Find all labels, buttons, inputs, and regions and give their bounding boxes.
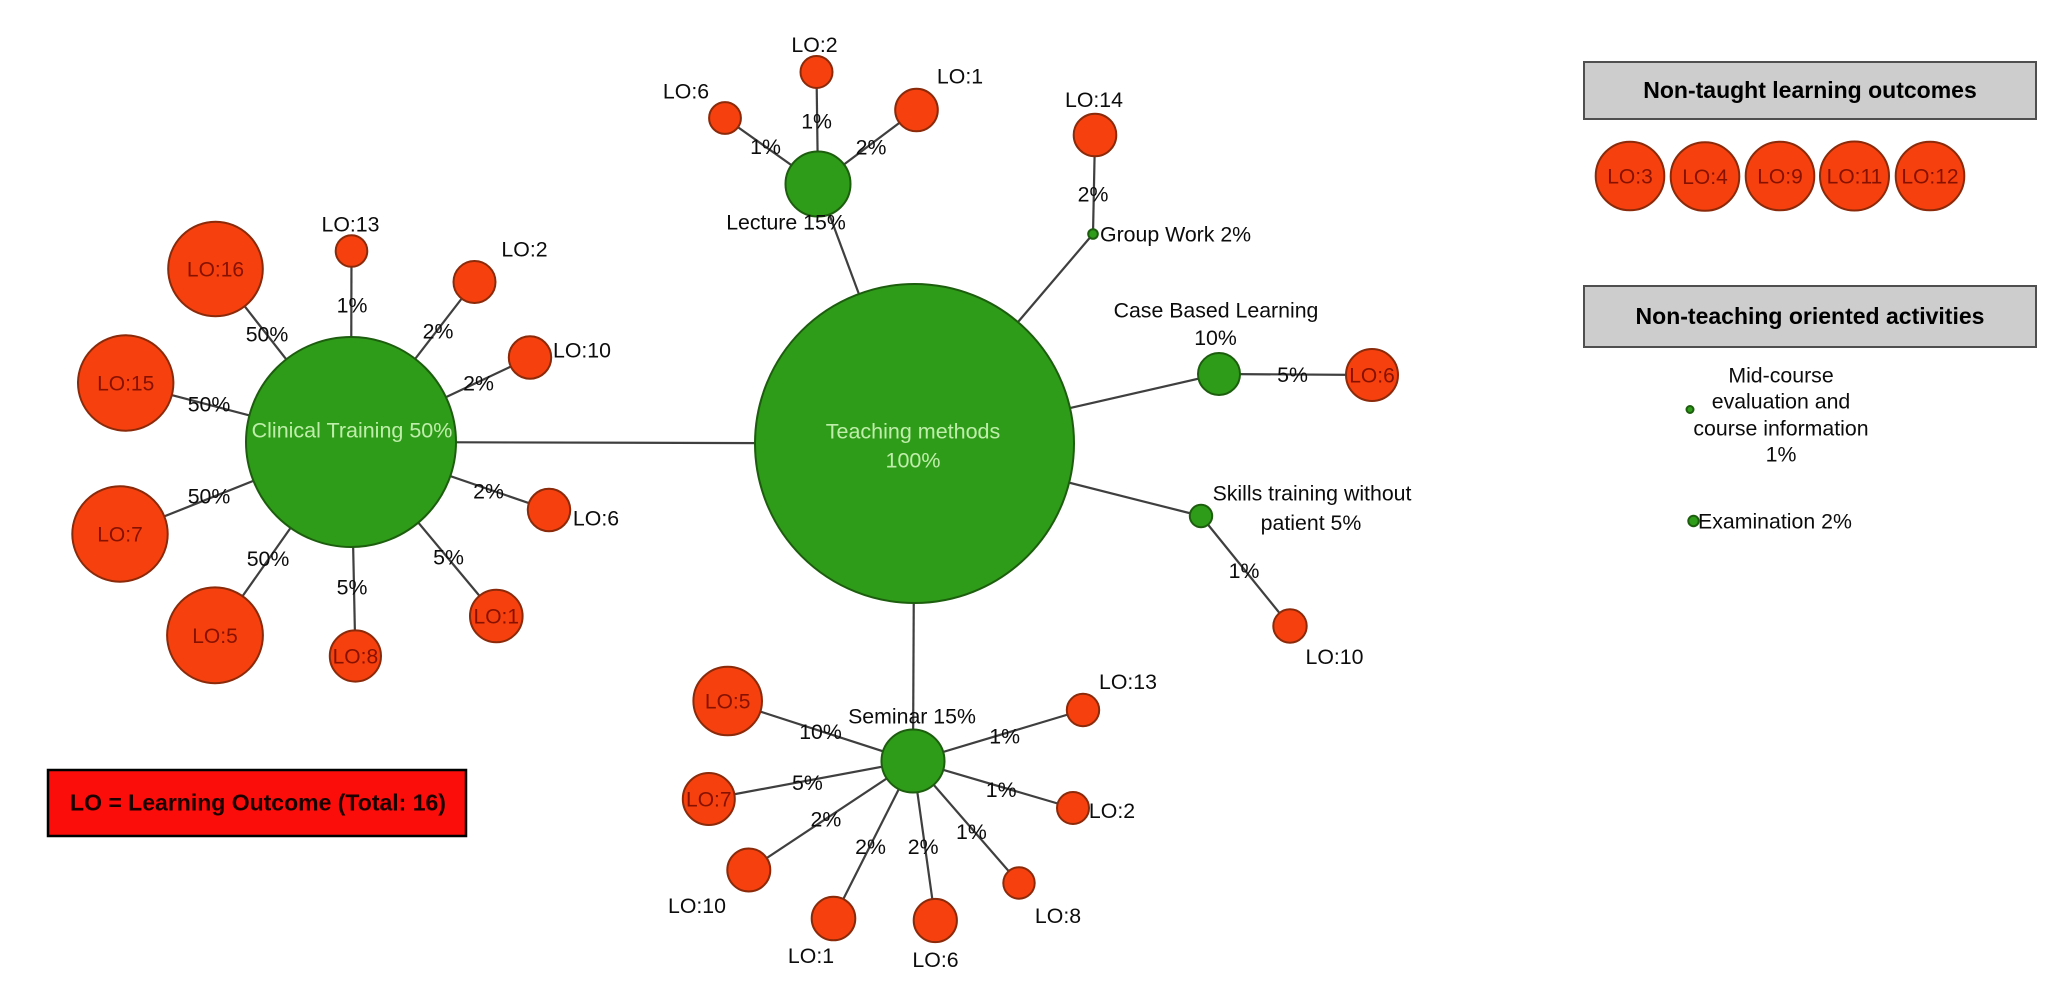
svg-text:LO:3: LO:3 <box>1607 166 1653 189</box>
svg-text:5%: 5% <box>792 771 823 795</box>
svg-text:1%: 1% <box>750 135 781 159</box>
svg-text:1%: 1% <box>986 778 1017 802</box>
svg-text:LO:13: LO:13 <box>1099 670 1157 694</box>
svg-text:LO = Learning Outcome (Total:: LO = Learning Outcome (Total: 16) <box>70 790 446 816</box>
svg-text:LO:13: LO:13 <box>321 213 379 237</box>
svg-text:5%: 5% <box>1277 363 1308 387</box>
svg-text:50%: 50% <box>188 393 231 417</box>
svg-text:Skills training without: Skills training without <box>1213 482 1412 506</box>
svg-text:2%: 2% <box>1078 183 1109 207</box>
svg-text:Seminar 15%: Seminar 15% <box>848 705 976 729</box>
svg-text:2%: 2% <box>423 320 454 344</box>
svg-text:LO:2: LO:2 <box>1089 799 1135 823</box>
svg-text:LO:9: LO:9 <box>1757 166 1803 189</box>
svg-text:LO:8: LO:8 <box>333 646 379 669</box>
svg-text:LO:5: LO:5 <box>705 691 751 714</box>
svg-text:2%: 2% <box>463 372 494 396</box>
svg-text:LO:1: LO:1 <box>474 606 520 629</box>
svg-text:2%: 2% <box>856 136 887 160</box>
svg-text:2%: 2% <box>855 835 886 859</box>
svg-text:100%: 100% <box>886 449 941 473</box>
svg-text:LO:10: LO:10 <box>1305 645 1363 669</box>
svg-text:1%: 1% <box>1229 559 1260 583</box>
svg-text:LO:6: LO:6 <box>573 507 619 531</box>
svg-text:5%: 5% <box>433 546 464 570</box>
svg-text:LO:6: LO:6 <box>912 948 958 972</box>
svg-text:2%: 2% <box>811 808 842 832</box>
svg-text:LO:15: LO:15 <box>97 373 154 396</box>
svg-text:1%: 1% <box>956 820 987 844</box>
svg-text:LO:12: LO:12 <box>1901 166 1958 189</box>
svg-text:Mid-course: Mid-course <box>1728 364 1833 388</box>
svg-text:LO:4: LO:4 <box>1682 166 1728 189</box>
svg-text:patient 5%: patient 5% <box>1261 511 1362 535</box>
svg-text:5%: 5% <box>337 576 368 600</box>
svg-text:Clinical Training 50%: Clinical Training 50% <box>252 419 453 443</box>
svg-text:Lecture 15%: Lecture 15% <box>726 211 846 235</box>
svg-text:LO:1: LO:1 <box>788 944 834 968</box>
svg-text:2%: 2% <box>908 835 939 859</box>
svg-text:LO:1: LO:1 <box>937 65 983 89</box>
svg-text:1%: 1% <box>989 724 1020 748</box>
svg-text:1%: 1% <box>337 294 368 318</box>
svg-text:LO:2: LO:2 <box>791 33 837 57</box>
svg-text:50%: 50% <box>247 547 290 571</box>
svg-text:LO:10: LO:10 <box>668 894 726 918</box>
svg-text:Non-teaching oriented activiti: Non-teaching oriented activities <box>1636 303 1985 329</box>
svg-text:LO:7: LO:7 <box>686 789 732 812</box>
svg-text:Non-taught learning outcomes: Non-taught learning outcomes <box>1643 77 1977 103</box>
svg-text:LO:8: LO:8 <box>1035 904 1081 928</box>
svg-text:LO:7: LO:7 <box>97 524 143 547</box>
svg-text:LO:11: LO:11 <box>1827 166 1883 189</box>
svg-text:evaluation and: evaluation and <box>1712 390 1851 414</box>
svg-text:LO:5: LO:5 <box>192 625 238 648</box>
svg-text:LO:10: LO:10 <box>553 339 611 363</box>
svg-text:10%: 10% <box>799 720 842 744</box>
svg-text:Examination 2%: Examination 2% <box>1698 510 1852 534</box>
svg-text:Case Based Learning: Case Based Learning <box>1114 299 1319 323</box>
svg-text:1%: 1% <box>801 110 832 134</box>
svg-text:2%: 2% <box>473 480 504 504</box>
svg-text:50%: 50% <box>246 323 289 347</box>
svg-text:LO:16: LO:16 <box>187 259 244 282</box>
svg-text:50%: 50% <box>188 485 231 509</box>
svg-text:LO:14: LO:14 <box>1065 88 1123 112</box>
svg-text:10%: 10% <box>1194 326 1237 350</box>
svg-text:course information: course information <box>1693 417 1868 441</box>
svg-text:LO:6: LO:6 <box>663 80 709 104</box>
svg-text:Group Work 2%: Group Work 2% <box>1100 223 1251 247</box>
svg-text:LO:2: LO:2 <box>501 238 547 262</box>
svg-text:1%: 1% <box>1766 443 1797 467</box>
svg-text:LO:6: LO:6 <box>1349 365 1395 388</box>
svg-text:Teaching methods: Teaching methods <box>826 420 1001 444</box>
